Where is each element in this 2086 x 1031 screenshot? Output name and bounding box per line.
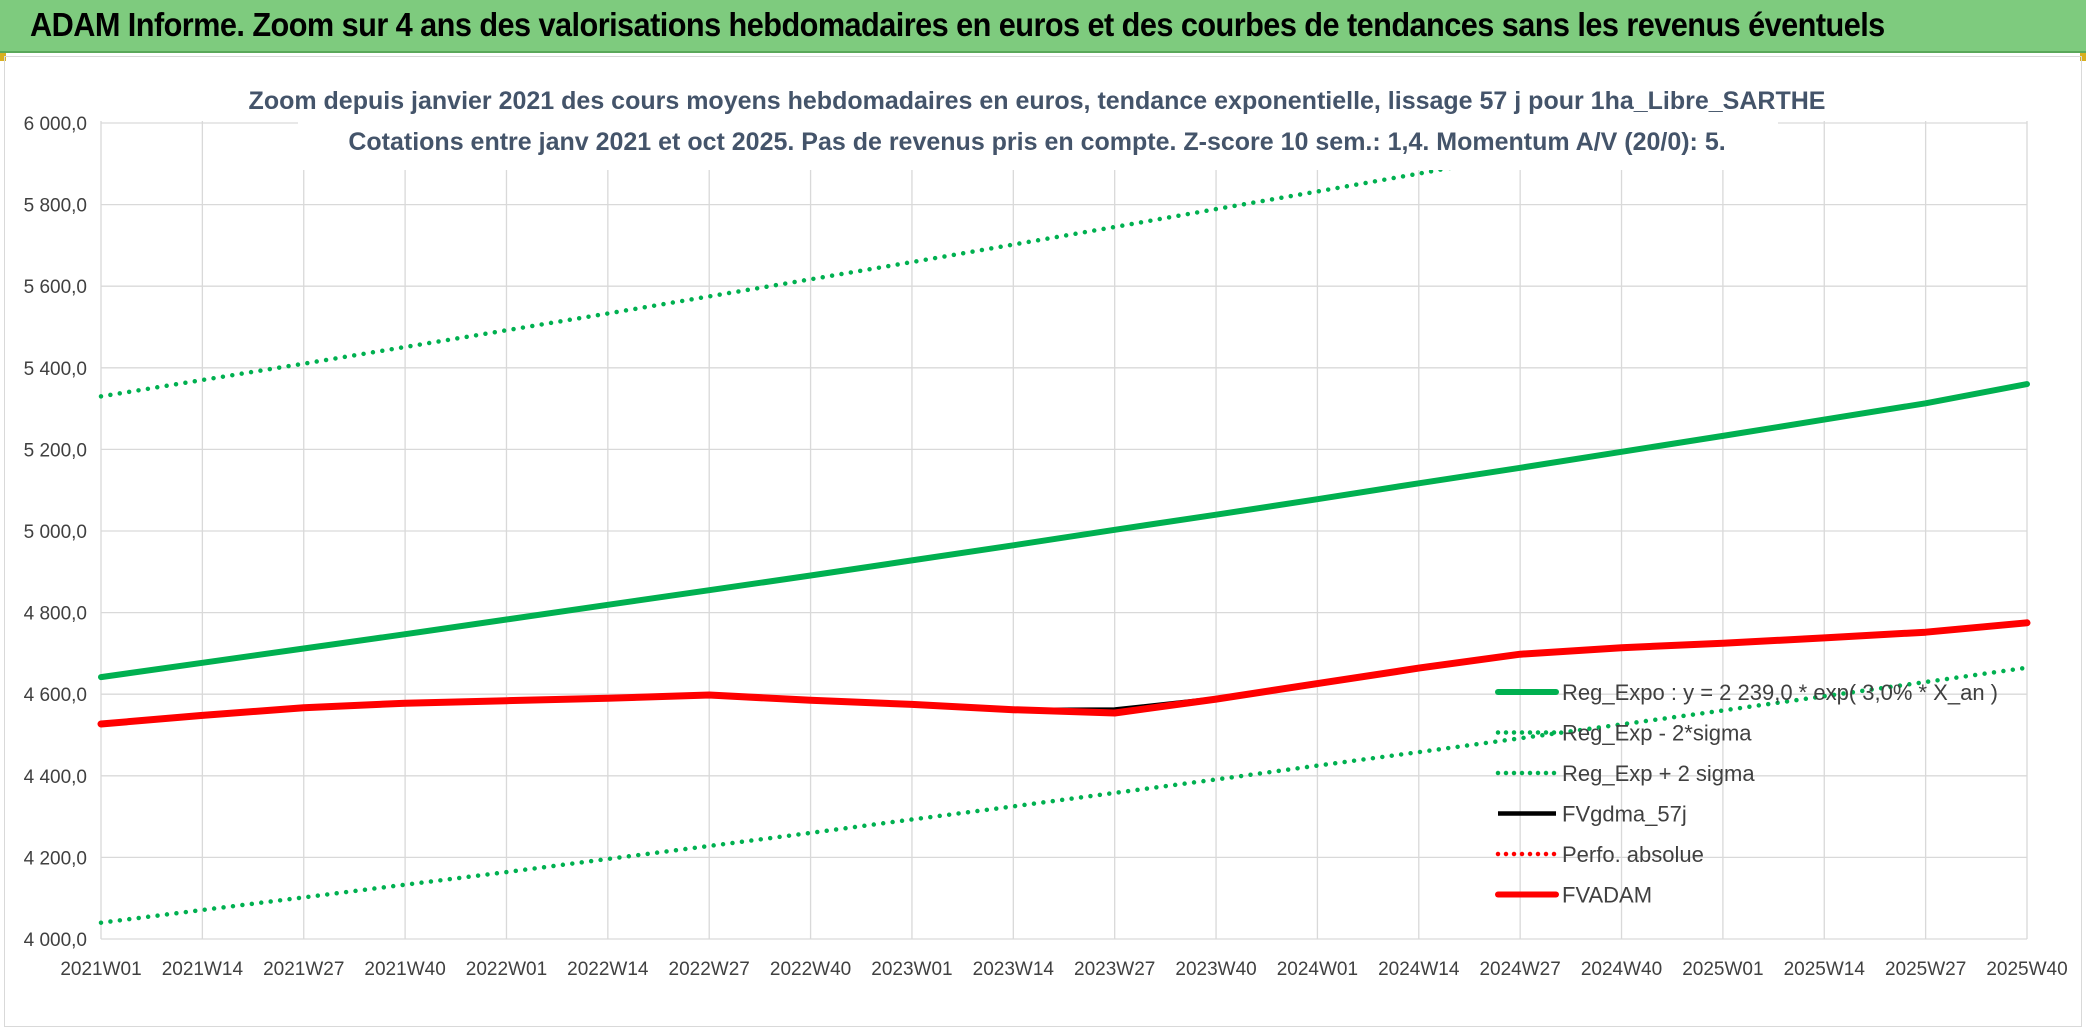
x-tick-label: 2025W01 bbox=[1682, 959, 1763, 980]
x-tick-label: 2025W14 bbox=[1784, 959, 1866, 980]
x-tick-label: 2024W27 bbox=[1479, 959, 1560, 980]
legend-label: Reg_Exp + 2 sigma bbox=[1562, 761, 1755, 786]
y-tick-label: 4 400,0 bbox=[24, 767, 87, 788]
y-tick-label: 5 400,0 bbox=[24, 359, 87, 380]
legend-label: Perfo. absolue bbox=[1562, 842, 1704, 867]
series-reg-exp-2-sigma bbox=[98, 665, 2030, 925]
x-tick-label: 2022W14 bbox=[567, 959, 649, 980]
report-title: ADAM Informe. Zoom sur 4 ans des valoris… bbox=[30, 6, 1885, 43]
x-tick-label: 2023W27 bbox=[1074, 959, 1155, 980]
chart-title: Zoom depuis janvier 2021 des cours moyen… bbox=[249, 76, 1826, 170]
legend-label: Reg_Exp - 2*sigma bbox=[1562, 721, 1752, 746]
series-fvadam bbox=[97, 619, 2031, 728]
x-axis-ticks: 2021W01 2021W14 2021W27 2021W40 2022W01 2022W… bbox=[60, 959, 2067, 980]
x-tick-label: 2023W40 bbox=[1175, 959, 1256, 980]
y-tick-label: 5 000,0 bbox=[24, 522, 87, 543]
y-axis-ticks: 4 000,0 4 200,0 4 400,0 4 600,0 4 800,0 5 000… bbox=[24, 114, 87, 951]
x-tick-label: 2021W27 bbox=[263, 959, 344, 980]
x-tick-label: 2022W40 bbox=[770, 959, 851, 980]
x-tick-label: 2022W01 bbox=[466, 959, 547, 980]
x-tick-label: 2024W40 bbox=[1581, 959, 1662, 980]
x-tick-label: 2024W01 bbox=[1277, 959, 1358, 980]
y-tick-label: 5 800,0 bbox=[24, 196, 87, 217]
x-tick-label: 2021W40 bbox=[364, 959, 445, 980]
y-tick-label: 4 000,0 bbox=[24, 930, 87, 951]
grid bbox=[100, 121, 2028, 940]
x-tick-label: 2025W40 bbox=[1986, 959, 2067, 980]
chart-frame bbox=[4, 56, 2082, 1027]
series-reg-expo-y-2-239-0-exp-3-0-x-an bbox=[98, 381, 2030, 681]
corner-mark-left bbox=[0, 53, 6, 61]
y-tick-label: 4 200,0 bbox=[24, 848, 87, 869]
x-tick-label: 2023W01 bbox=[871, 959, 952, 980]
y-tick-label: 6 000,0 bbox=[24, 114, 87, 135]
x-tick-label: 2023W14 bbox=[973, 959, 1055, 980]
y-tick-label: 5 600,0 bbox=[24, 277, 87, 298]
y-tick-label: 5 200,0 bbox=[24, 440, 87, 461]
legend-label: Reg_Expo : y = 2 239,0 * exp( 3,0% * X_a… bbox=[1562, 680, 1998, 705]
series-layer bbox=[97, 120, 2031, 925]
x-tick-label: 2025W27 bbox=[1885, 959, 1966, 980]
x-tick-label: 2021W14 bbox=[162, 959, 244, 980]
x-tick-label: 2022W27 bbox=[669, 959, 750, 980]
x-tick-label: 2021W01 bbox=[60, 959, 141, 980]
y-tick-label: 4 800,0 bbox=[24, 604, 87, 625]
series-reg-exp-2-sigma bbox=[98, 120, 1728, 399]
title-background bbox=[298, 76, 1778, 170]
legend: Reg_Expo : y = 2 239,0 * exp( 3,0% * X_a… bbox=[1495, 680, 1998, 908]
chart-title-line-2: Cotations entre janv 2021 et oct 2025. P… bbox=[348, 128, 1725, 156]
chart-title-line-1: Zoom depuis janvier 2021 des cours moyen… bbox=[249, 87, 1826, 115]
y-tick-label: 4 600,0 bbox=[24, 685, 87, 706]
legend-label: FVADAM bbox=[1562, 883, 1652, 908]
legend-label: FVgdma_57j bbox=[1562, 802, 1687, 827]
corner-mark-right bbox=[2080, 53, 2086, 61]
x-tick-label: 2024W14 bbox=[1378, 959, 1460, 980]
title-banner: ADAM Informe. Zoom sur 4 ans des valoris… bbox=[0, 0, 2086, 53]
